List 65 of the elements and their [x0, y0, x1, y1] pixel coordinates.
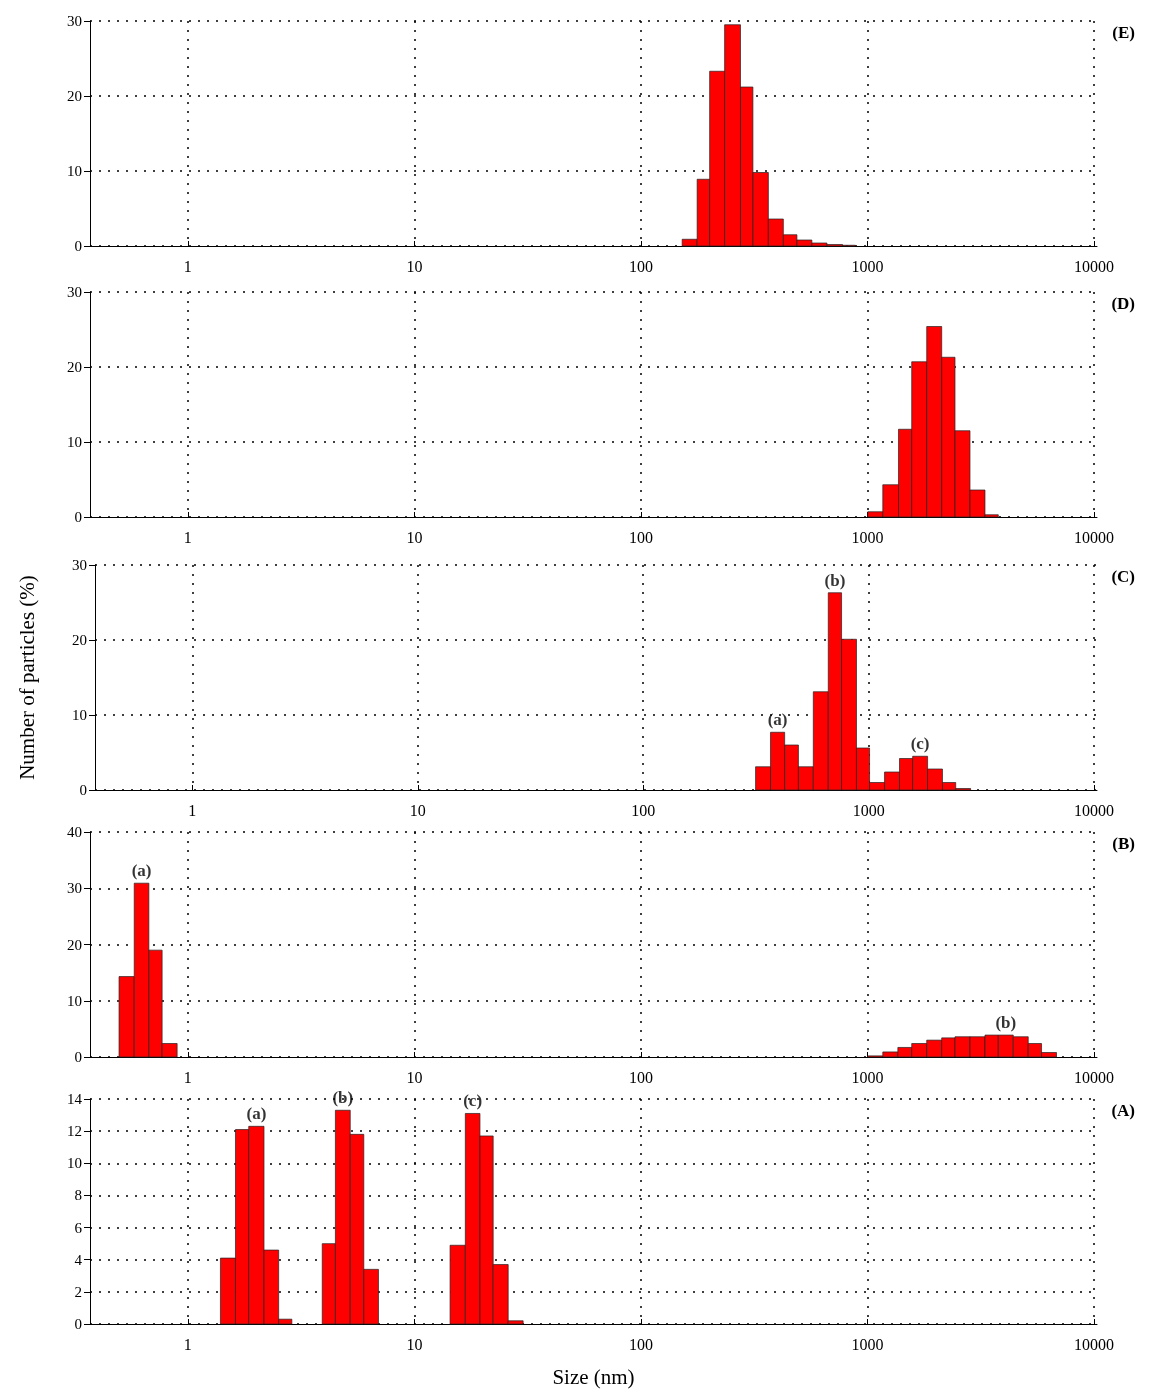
y-tick-label: 0 [74, 1049, 82, 1065]
y-tick-label: 20 [72, 632, 87, 648]
x-tick-label: 1000 [851, 528, 884, 546]
text: (A) [1111, 1101, 1136, 1120]
x-tick-label: 1 [183, 528, 192, 546]
y-tick-label: 30 [72, 557, 87, 573]
y-tick-label: 6 [74, 1219, 83, 1236]
x-tick-label: 10 [406, 257, 423, 275]
y-tick-label: 20 [67, 936, 82, 953]
y-tick-label: 4 [74, 1251, 83, 1268]
x-tick-label: 10 [409, 801, 426, 819]
x-tick-label: 1000 [851, 257, 884, 275]
x-tick-label: 10 [406, 1335, 423, 1353]
x-tick-label: 10000 [1074, 1068, 1115, 1086]
x-tick-label: 1 [183, 1068, 192, 1086]
annotation: (a) [131, 861, 152, 881]
x-tick-label: 10000 [1074, 528, 1115, 546]
x-tick-label: 1 [183, 257, 192, 275]
y-tick-label: 2 [74, 1283, 82, 1300]
annotation: (b) [995, 1013, 1017, 1033]
y-tick-label: 0 [74, 509, 82, 525]
x-tick-label: 100 [628, 257, 653, 275]
text: (B) [1112, 834, 1136, 853]
annotation: (c) [910, 734, 930, 754]
y-tick-label: 14 [67, 1091, 83, 1107]
x-tick-label: 1000 [851, 1335, 884, 1353]
y-tick-label: 30 [67, 284, 82, 300]
x-tick-label: 1 [188, 801, 197, 819]
x-axis-title: Size (nm) [552, 1364, 635, 1389]
x-tick-label: 1000 [851, 1068, 884, 1086]
x-tick-label: 1000 [852, 801, 885, 819]
text: (E) [1112, 23, 1136, 42]
annotation: (b) [332, 1088, 354, 1108]
annotation: (a) [767, 710, 788, 730]
y-tick-label: 0 [74, 238, 82, 254]
y-tick-label: 12 [67, 1123, 82, 1140]
x-tick-label: 100 [628, 1068, 653, 1086]
x-tick-label: 1 [183, 1335, 192, 1353]
x-tick-label: 10 [406, 1068, 423, 1086]
x-tick-label: 100 [628, 1335, 653, 1353]
x-tick-label: 10000 [1074, 1335, 1115, 1353]
y-tick-label: 10 [67, 992, 82, 1009]
annotation: (c) [463, 1091, 483, 1111]
y-tick-label: 0 [74, 1316, 82, 1332]
y-tick-label: 8 [74, 1187, 82, 1204]
x-tick-label: 100 [631, 801, 656, 819]
x-tick-label: 10000 [1074, 257, 1115, 275]
text: (D) [1111, 294, 1136, 313]
y-tick-label: 20 [67, 359, 82, 375]
y-axis-title: Number of particles (%) [14, 575, 39, 780]
annotation: (b) [824, 570, 846, 590]
y-tick-label: 40 [67, 824, 82, 840]
x-tick-label: 100 [628, 528, 653, 546]
annotation: (a) [246, 1104, 267, 1124]
y-tick-label: 30 [67, 880, 82, 897]
y-tick-label: 10 [67, 1155, 82, 1172]
y-tick-label: 0 [79, 782, 87, 798]
y-tick-label: 10 [67, 434, 82, 450]
y-tick-label: 10 [72, 707, 87, 723]
y-tick-label: 10 [67, 163, 82, 179]
y-tick-label: 30 [67, 13, 82, 29]
x-tick-label: 10 [406, 528, 423, 546]
y-tick-label: 20 [67, 88, 82, 104]
text: (C) [1111, 567, 1136, 586]
x-tick-label: 10000 [1074, 801, 1115, 819]
